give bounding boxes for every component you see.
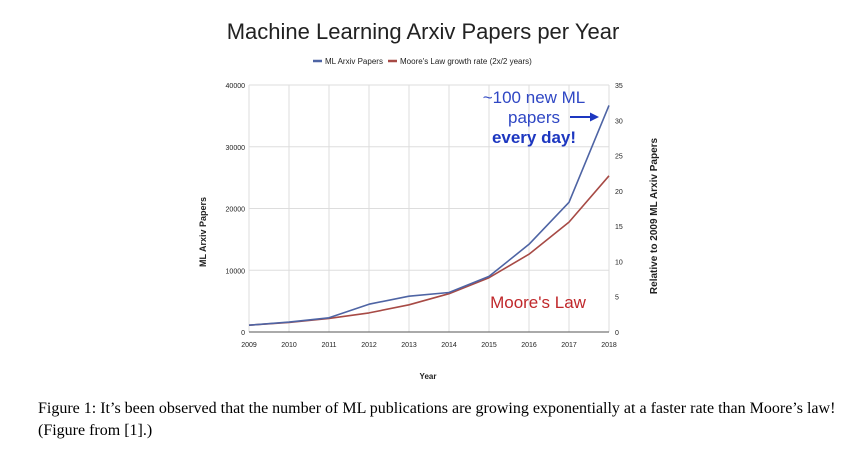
y-axis-label: ML Arxiv Papers <box>198 197 208 267</box>
x-tick-label: 2009 <box>241 342 257 349</box>
y-tick-label: 0 <box>241 330 245 337</box>
legend-label-moore: Moore's Law growth rate (2x/2 years) <box>400 57 532 66</box>
x-tick-label: 2016 <box>521 342 537 349</box>
y2-tick-label: 5 <box>615 295 619 302</box>
x-axis-label: Year <box>420 372 437 381</box>
y2-tick-label: 25 <box>615 154 623 161</box>
y2-tick-label: 30 <box>615 118 623 125</box>
figure-caption: Figure 1: It’s been observed that the nu… <box>38 400 836 439</box>
y-tick-label: 10000 <box>226 268 246 275</box>
annotation-line-3: every day! <box>492 128 576 147</box>
x-tick-label: 2018 <box>601 342 617 349</box>
y2-tick-label: 0 <box>615 330 619 337</box>
y-tick-label: 30000 <box>226 145 246 152</box>
x-tick-label: 2012 <box>361 342 377 349</box>
y-tick-label: 20000 <box>226 207 246 214</box>
annotation-line-1: ~100 new ML <box>483 88 586 107</box>
legend-label-papers: ML Arxiv Papers <box>325 57 383 66</box>
x-tick-label: 2015 <box>481 342 497 349</box>
series-lines <box>248 105 610 326</box>
arrow-right-icon <box>570 112 599 122</box>
x-tick-label: 2017 <box>561 342 577 349</box>
annotation-ml: ~100 new ML papers every day! <box>483 88 599 147</box>
y2-tick-label: 20 <box>615 189 623 196</box>
y2-tick-label: 15 <box>615 224 623 231</box>
series-line-ml-papers <box>248 105 610 326</box>
annotation-line-2: papers <box>508 108 560 127</box>
legend: ML Arxiv Papers Moore's Law growth rate … <box>313 57 532 66</box>
annotation-moore: Moore's Law <box>490 293 587 312</box>
x-tick-label: 2014 <box>441 342 457 349</box>
x-tick-label: 2010 <box>281 342 297 349</box>
chart-title: Machine Learning Arxiv Papers per Year <box>227 19 620 44</box>
y-tick-label: 40000 <box>226 83 246 90</box>
x-tick-label: 2011 <box>321 342 336 349</box>
gridlines <box>248 84 610 333</box>
chart-canvas: Machine Learning Arxiv Papers per Year M… <box>198 19 660 381</box>
x-tick-label: 2013 <box>401 342 417 349</box>
y2-axis-label: Relative to 2009 ML Arxiv Papers <box>649 137 660 294</box>
y2-tick-label: 10 <box>615 259 623 266</box>
y2-tick-label: 35 <box>615 83 623 90</box>
